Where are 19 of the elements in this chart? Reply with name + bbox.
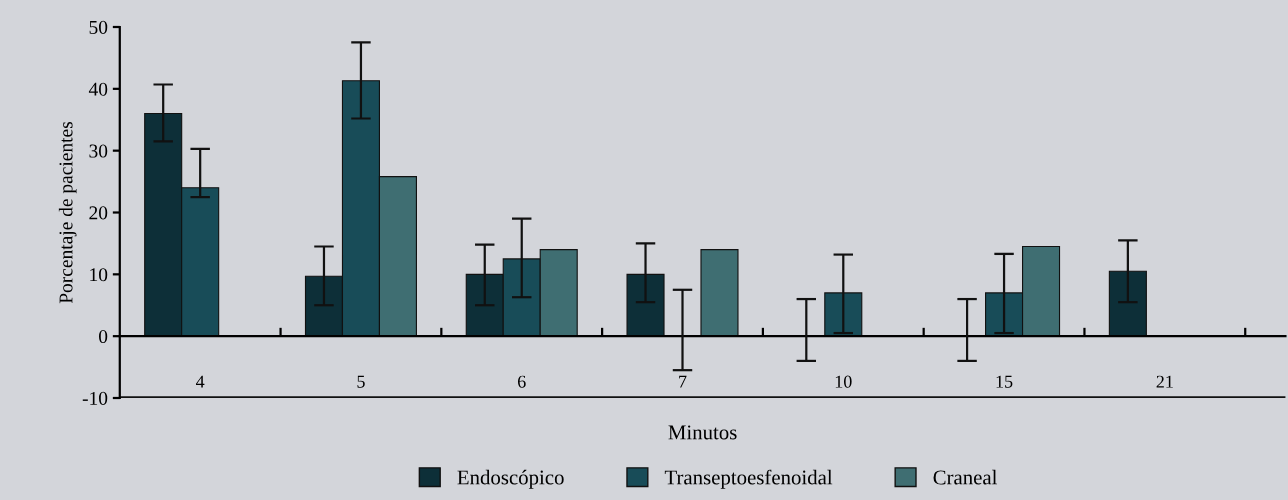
legend-label: Craneal <box>933 469 998 485</box>
y-tick-label: 10 <box>90 268 108 282</box>
legend-label: Transeptoesfenoidal <box>664 469 833 489</box>
x-axis-title: Minutos <box>668 425 737 440</box>
y-tick-label: 0 <box>99 329 108 344</box>
x-tick-label: 5 <box>357 375 365 388</box>
y-tick-label: 40 <box>88 82 108 96</box>
x-tick-label: 10 <box>835 375 852 388</box>
y-tick-label: 50 <box>89 20 108 34</box>
y-tick-label: -10 <box>82 391 108 405</box>
legend-label: Endoscópico <box>457 469 564 489</box>
x-tick-label: 6 <box>517 375 526 388</box>
y-axis-title: Porcentaje de pacientes <box>58 121 77 304</box>
x-tick-label: 15 <box>996 375 1013 388</box>
x-tick-label: 21 <box>1156 375 1173 388</box>
y-tick-label: 30 <box>89 144 108 158</box>
x-tick-label: 7 <box>679 375 687 388</box>
x-tick-label: 4 <box>196 375 205 388</box>
y-tick-label: 20 <box>89 206 108 220</box>
